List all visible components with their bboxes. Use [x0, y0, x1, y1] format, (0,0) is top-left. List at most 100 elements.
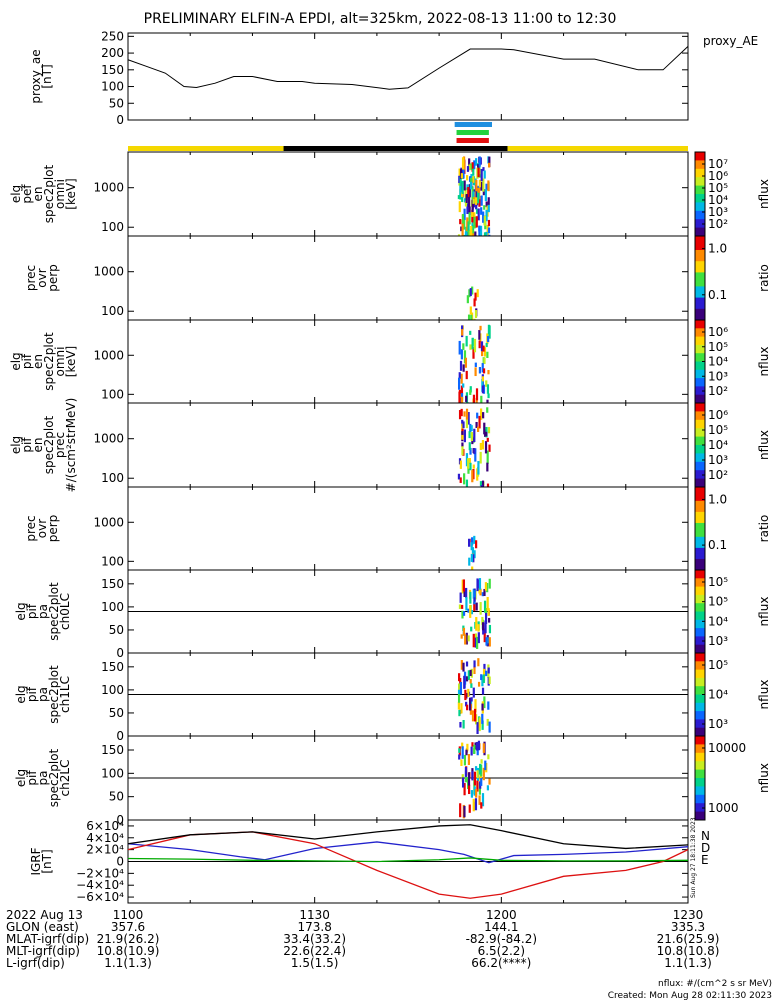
spectrogram-cell: [481, 480, 485, 487]
colorbar-cell: [695, 600, 705, 604]
spectrogram-cell: [468, 289, 471, 298]
colorbar-cell: [695, 630, 705, 635]
colorbar-cell: [695, 328, 705, 332]
spectrogram-cell: [474, 362, 477, 368]
spectrogram-cell: [474, 448, 477, 462]
colorbar-cell: [695, 431, 705, 435]
spectrogram-cell: [480, 181, 483, 191]
spectrogram-cell: [465, 749, 468, 756]
colorbar-cell: [695, 778, 705, 782]
colorbar-cell: [695, 369, 705, 374]
spectrogram-cell: [486, 596, 489, 611]
spectrogram-cell: [470, 790, 474, 798]
colorbar-cell: [695, 694, 705, 698]
spectrogram-cell: [473, 535, 476, 544]
spectrogram-cell: [479, 225, 483, 236]
colorbar-cell: [695, 708, 705, 712]
colorbar-cell: [695, 264, 705, 268]
sunlight-bar: [128, 146, 284, 151]
y-axis-label-line: pa: [36, 687, 50, 702]
spectrogram-cell: [464, 689, 467, 701]
colorbar-cell: [695, 350, 705, 354]
spectrogram-cell: [473, 298, 476, 307]
y-tick-label: 150: [101, 660, 124, 674]
spectrogram-cell: [474, 766, 478, 771]
colorbar-cell: [695, 163, 705, 167]
spectrogram-cell: [460, 759, 463, 766]
spectrogram-cell: [462, 343, 465, 350]
spectrogram-cell: [472, 233, 475, 236]
spectrogram-cell: [462, 579, 466, 592]
colorbar-cell: [695, 182, 705, 187]
spectrogram-cell: [483, 170, 486, 179]
colorbar-cell: [695, 800, 705, 804]
spectrogram-cell: [464, 357, 468, 368]
colorbar-cell: [695, 171, 705, 175]
colorbar-cell: [695, 433, 705, 438]
colorbar-cell: [695, 484, 705, 488]
plot-title: PRELIMINARY ELFIN-A EPDI, alt=325km, 202…: [144, 11, 617, 27]
y-tick-label: 100: [101, 387, 124, 401]
axis-value: 144.1: [484, 920, 518, 934]
spectrogram-cell: [483, 588, 486, 596]
colorbar-label: nflux: [757, 430, 771, 460]
spectrogram-cell: [473, 771, 477, 786]
y-axis-label-line: elg: [14, 602, 28, 620]
spectrogram-cell: [480, 168, 483, 182]
colorbar-cell: [695, 459, 705, 463]
y-axis-label-line: prec: [24, 265, 38, 291]
spectrogram-cell: [479, 770, 482, 784]
spectrogram-cell: [461, 742, 464, 749]
y-axis-label-line: spec2plot: [42, 332, 56, 391]
spectrogram-cell: [467, 228, 470, 236]
colorbar-cell: [695, 622, 705, 626]
colorbar-cell: [695, 213, 705, 217]
spectrogram-cell: [483, 663, 486, 673]
y-tick-label: 4×10⁴: [86, 831, 124, 845]
colorbar-cell: [695, 308, 705, 313]
spectrogram-cell: [463, 411, 466, 417]
colorbar-cell: [695, 425, 705, 429]
colorbar-cell: [695, 166, 705, 170]
colorbar-cell: [695, 605, 705, 610]
y-tick-label: 0: [116, 113, 124, 127]
colorbar-tick-label: 1.0: [708, 242, 727, 256]
colorbar-cell: [695, 545, 705, 549]
colorbar-cell: [695, 403, 705, 407]
spectrogram-cell: [460, 408, 463, 417]
legend-n: N: [701, 829, 710, 843]
colorbar-cell: [695, 442, 705, 446]
spectrogram-cell: [473, 708, 477, 722]
y-axis-label-line: spec2plot: [47, 582, 61, 641]
spectrogram-cell: [482, 674, 485, 683]
spectrogram-cell: [465, 597, 468, 611]
y-axis-label: elgpifpaspec2plotch1LC: [14, 665, 72, 724]
spectrogram-cell: [463, 783, 466, 796]
colorbar-cell: [695, 528, 705, 532]
y-tick-label: 150: [101, 743, 124, 757]
colorbar-cell: [695, 255, 705, 259]
spectrogram-cell: [487, 427, 491, 434]
y-tick-label: −6×10⁴: [76, 890, 124, 904]
y-axis-label-line: [nT]: [40, 64, 54, 88]
spectrogram-cell: [486, 718, 489, 726]
spectrogram-cell: [481, 793, 485, 807]
spectrogram-cell: [468, 164, 471, 171]
colorbar-cell: [695, 752, 705, 757]
colorbar-cell: [695, 794, 705, 799]
colorbar-cell: [695, 208, 705, 212]
colorbar-cell: [695, 570, 705, 574]
colorbar-cell: [695, 611, 705, 615]
legend-proxy-ae: proxy_AE: [703, 34, 758, 48]
spectrogram-cell: [487, 219, 491, 227]
colorbar-cell: [695, 700, 705, 704]
colorbar-cell: [695, 817, 705, 821]
spectrogram-cell: [468, 212, 471, 225]
legend-d: D: [701, 841, 710, 855]
series-proxy-ae: [127, 46, 689, 90]
spectrogram-cell: [459, 460, 462, 469]
colorbar-cell: [695, 230, 705, 234]
axis-row-label: GLON (east): [6, 920, 79, 934]
colorbar-cell: [695, 347, 705, 351]
spectrogram-cell: [484, 582, 488, 591]
